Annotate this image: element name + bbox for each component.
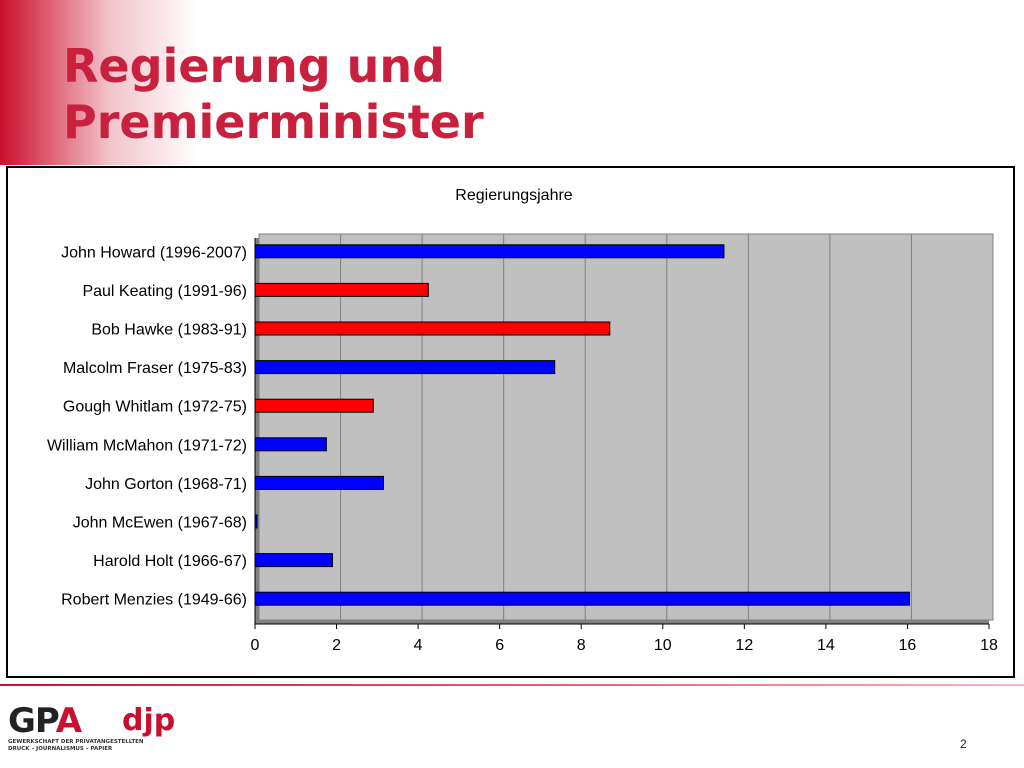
category-label: Bob Hawke (1983-91)	[91, 322, 247, 339]
bar-chart: 0 2 4 6 8 10 12 14 16 18 Regierungsjahre John Howar…	[47, 187, 998, 654]
logo-djp-text: djp	[122, 703, 176, 738]
category-label: William McMahon (1971-72)	[47, 437, 247, 454]
footer-divider	[0, 684, 1024, 686]
header-gradient	[0, 0, 200, 165]
slide-title-line2: Premierminister	[63, 95, 484, 149]
bar	[254, 475, 384, 490]
logo-a: A	[55, 701, 82, 741]
x-tick-label: 0	[251, 637, 260, 654]
category-label: John Gorton (1968-71)	[85, 476, 247, 493]
x-tick-label: 14	[817, 637, 835, 654]
slide-title: Regierung und Premierminister	[63, 38, 484, 150]
category-label: John Howard (1996-2007)	[61, 244, 247, 261]
x-tick-label: 12	[735, 637, 753, 654]
page-number: 2	[960, 737, 967, 751]
logo-subtitle-2: DRUCK – JOURNALISMUS – PAPIER	[8, 746, 113, 752]
plot-area	[258, 233, 994, 621]
bar	[254, 437, 327, 452]
category-label: John McEwen (1967-68)	[73, 515, 247, 532]
logo-gp: GP	[8, 701, 57, 741]
x-tick-label: 18	[980, 637, 998, 654]
x-tick-label: 10	[654, 637, 672, 654]
bar	[254, 244, 725, 259]
x-tick-label: 8	[577, 637, 586, 654]
bar	[254, 321, 611, 336]
gpa-djp-logo: GPA djp GEWERKSCHAFT DER PRIVATANGESTELL…	[8, 703, 175, 753]
category-label: Harold Holt (1966-67)	[93, 553, 247, 570]
x-tick-label: 16	[899, 637, 917, 654]
slide-title-line1: Regierung und	[63, 39, 446, 93]
x-tick-label: 6	[495, 637, 504, 654]
bar	[254, 282, 429, 297]
bar	[254, 591, 910, 606]
category-label: Paul Keating (1991-96)	[82, 283, 247, 300]
bar	[254, 553, 333, 568]
bar	[254, 398, 374, 413]
x-tick-label: 4	[414, 637, 423, 654]
x-tick-label: 2	[332, 637, 341, 654]
logo-subtitle-1: GEWERKSCHAFT DER PRIVATANGESTELLTEN	[8, 739, 144, 745]
chart-frame: 0 2 4 6 8 10 12 14 16 18 Regierungsjahre John Howar…	[6, 166, 1015, 678]
logo-gpa-text: GPA	[8, 703, 144, 739]
bar	[254, 514, 258, 529]
category-label: Malcolm Fraser (1975-83)	[63, 360, 247, 377]
category-label: Robert Menzies (1949-66)	[61, 592, 247, 609]
chart-title: Regierungsjahre	[455, 187, 573, 204]
category-label: Gough Whitlam (1972-75)	[63, 399, 247, 416]
bar	[254, 360, 556, 375]
